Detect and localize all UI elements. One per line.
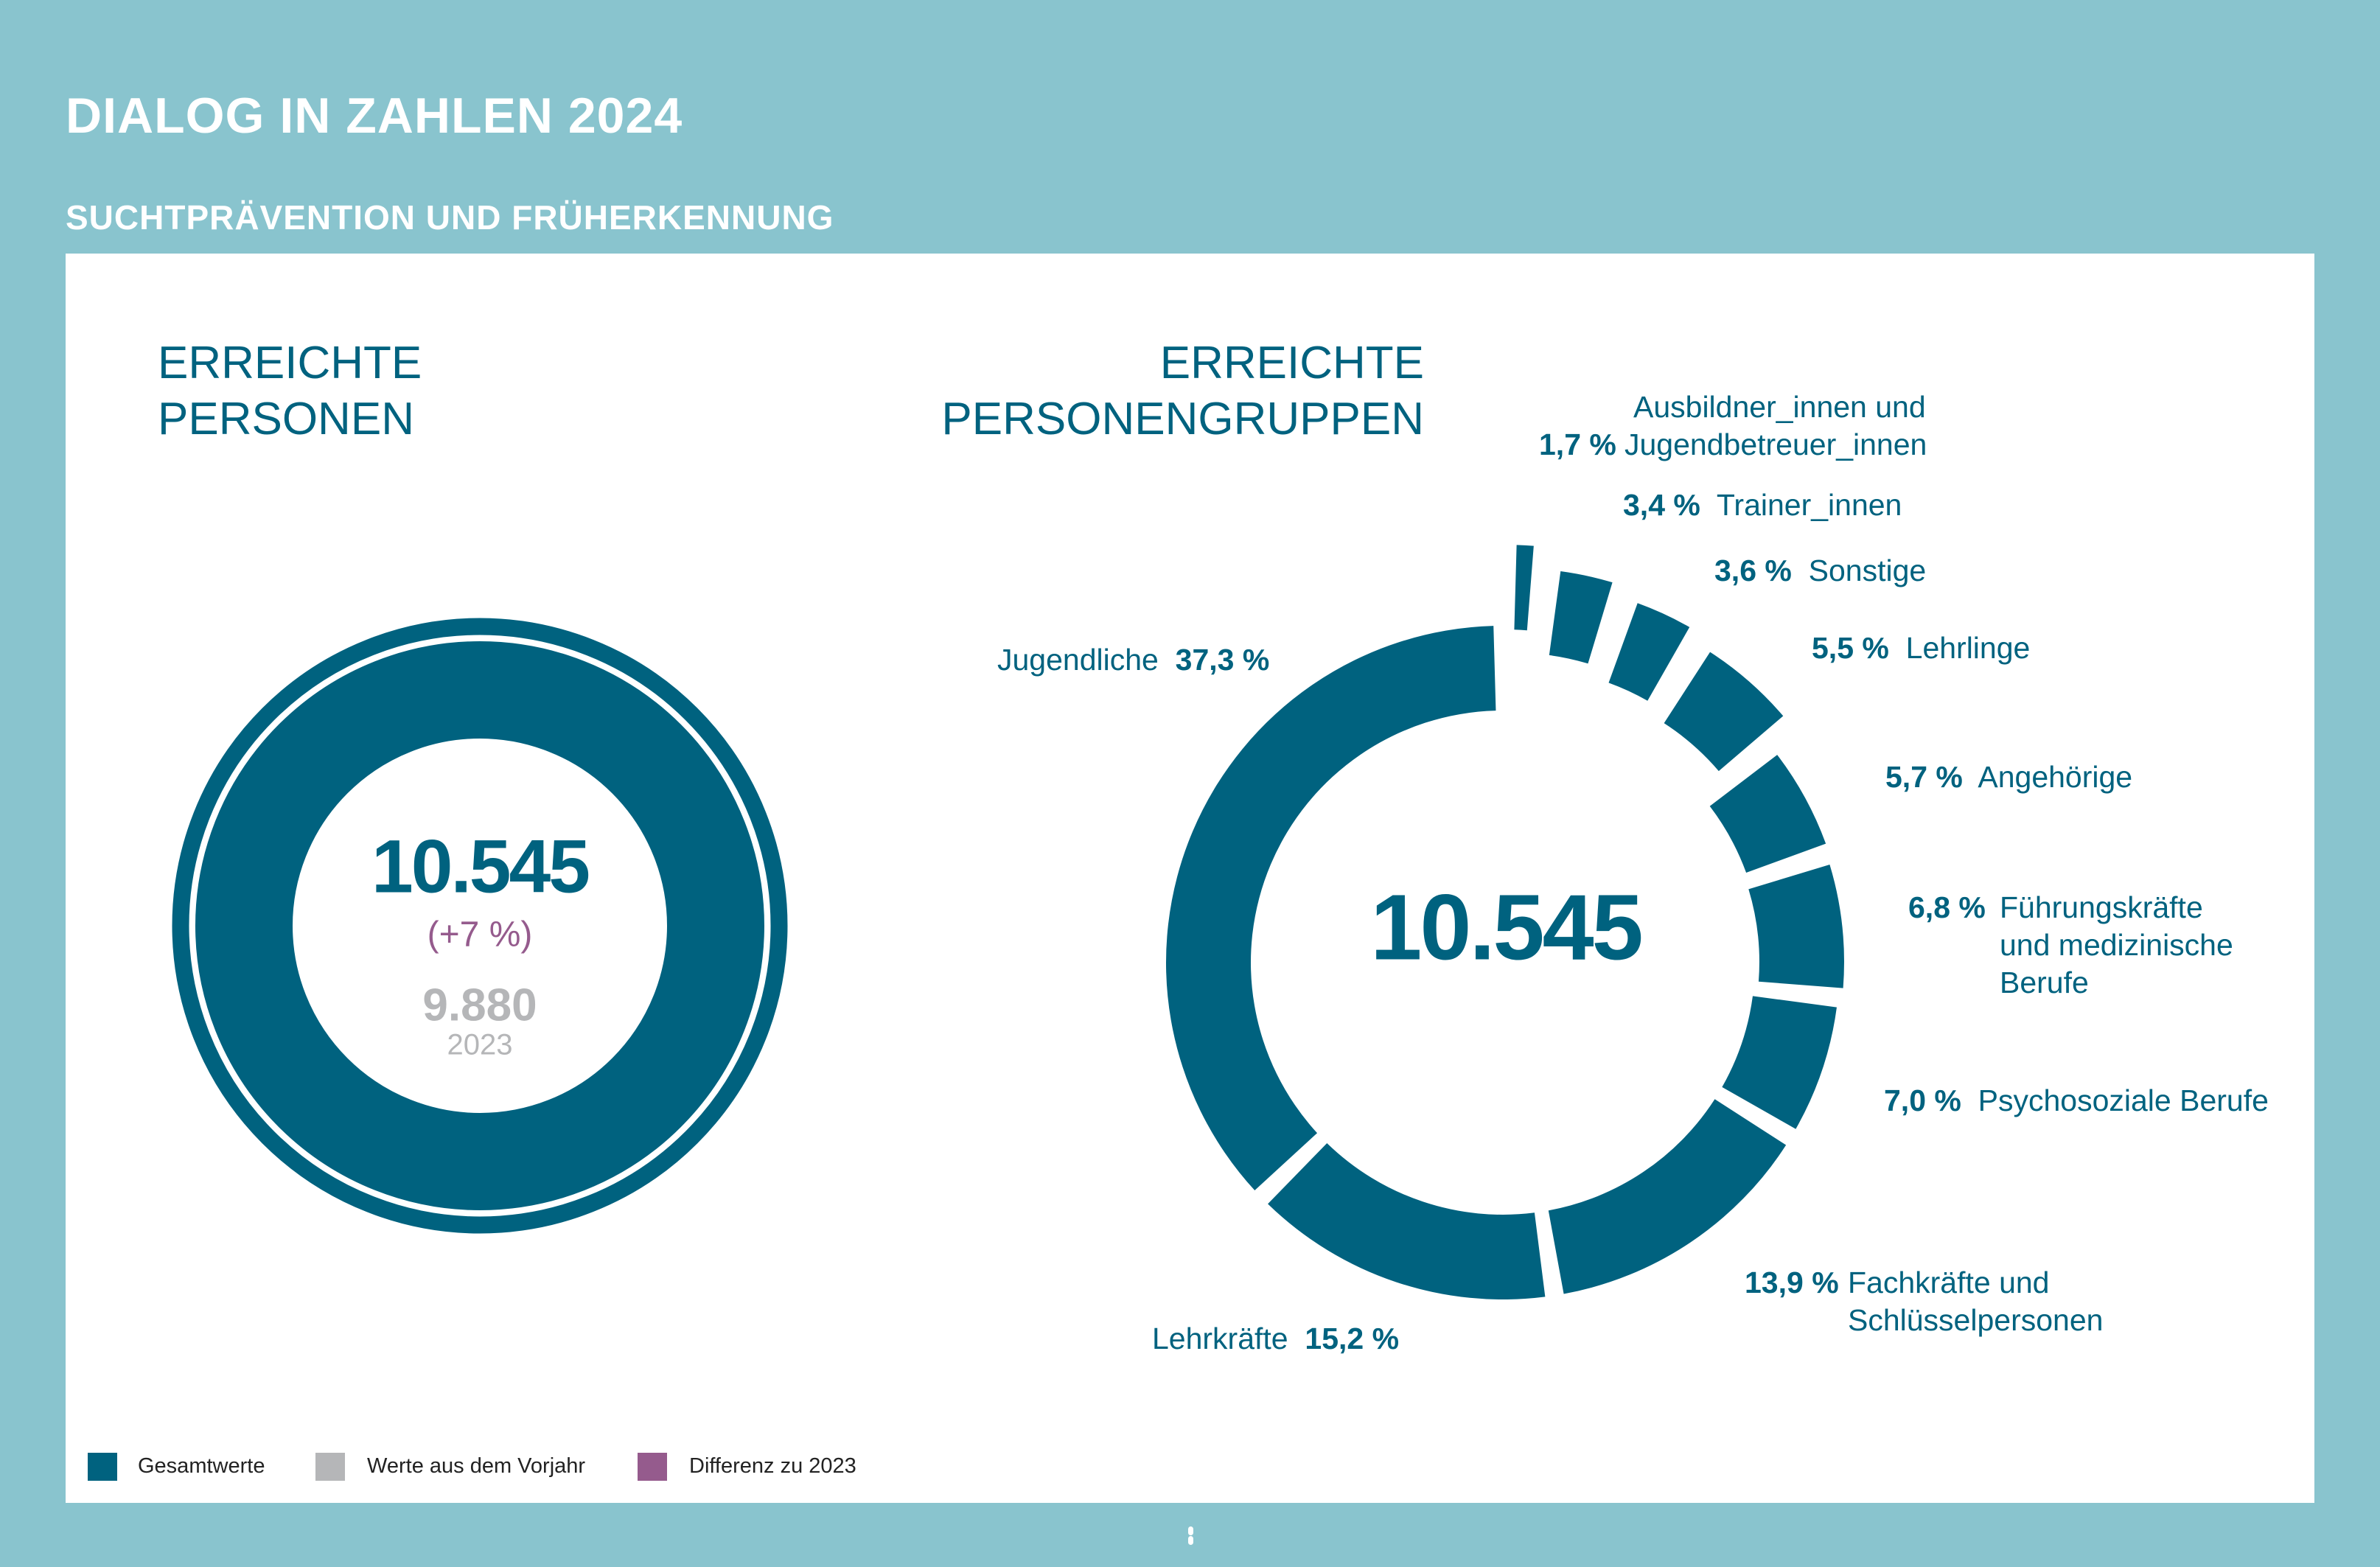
label-ausbildner-line2: Jugendbetreuer_innen [1625, 427, 1927, 461]
slice-label: Sonstige [1808, 554, 1927, 587]
slice-label: Lehrlinge [1905, 631, 2031, 665]
label-fuehrungskraefte: 6,8 % [1908, 889, 1986, 926]
slice-label: Trainer_innen [1716, 488, 1902, 522]
label-jugendliche: Jugendliche 37,3 % [997, 641, 1269, 679]
slice-label: Jugendliche [997, 643, 1159, 677]
slice-label: Schlüsselpersonen [1848, 1303, 2104, 1337]
slice-percent: 1,7 % [1539, 427, 1616, 461]
slice-percent: 3,4 % [1623, 488, 1700, 522]
donut-slice-6 [1709, 755, 1826, 873]
legend-label-total: Gesamtwerte [138, 1454, 265, 1478]
total-inner-ring [195, 641, 764, 1210]
label-lehrkraefte: Lehrkräfte 15,2 % [1152, 1320, 1399, 1358]
legend-label-difference: Differenz zu 2023 [689, 1454, 856, 1478]
right-heading-line2: PERSONENGRUPPEN [941, 394, 1424, 444]
left-heading: ERREICHTE PERSONEN [158, 335, 422, 447]
donut-slice-8 [1608, 603, 1690, 701]
slice-percent: 37,3 % [1175, 643, 1270, 677]
left-heading-line1: ERREICHTE [158, 338, 422, 388]
slice-percent: 6,8 % [1908, 890, 1986, 924]
slice-percent: 3,6 % [1714, 554, 1792, 587]
donut-slice-3 [1548, 1099, 1787, 1294]
slice-percent: 15,2 % [1305, 1322, 1400, 1355]
label-ausbildner-line1: Ausbildner_innen und [1633, 390, 1926, 424]
label-angehoerige: 5,7 % Angehörige [1885, 758, 2132, 796]
legend-label-previous: Werte aus dem Vorjahr [367, 1454, 586, 1478]
right-heading-line1: ERREICHTE [1159, 338, 1424, 388]
page-title: DIALOG IN ZAHLEN 2024 [66, 88, 683, 144]
page-dot-icon[interactable] [1188, 1526, 1193, 1535]
total-outer-ring [172, 618, 788, 1234]
label-lehrlinge: 5,5 % Lehrlinge [1812, 629, 2030, 667]
legend-swatch-difference [638, 1453, 667, 1481]
left-heading-line2: PERSONEN [158, 394, 414, 444]
label-trainer: 3,4 % Trainer_innen [1623, 486, 1902, 524]
change-value: (+7 %) [427, 915, 533, 954]
donut-slice-10 [1514, 545, 1534, 631]
slice-label: und medizinische [2000, 928, 2233, 962]
total-value: 10.545 [371, 824, 590, 909]
donut-slice-1 [1166, 626, 1496, 1191]
groups-donut [1166, 545, 1844, 1299]
previous-value: 9.880 [422, 980, 537, 1031]
donut-slice-7 [1664, 652, 1784, 772]
slice-percent: 5,5 % [1812, 631, 1889, 665]
slice-label: Angehörige [1978, 760, 2133, 794]
slice-label: Berufe [2000, 966, 2089, 999]
previous-year: 2023 [447, 1028, 513, 1061]
slice-percent: 5,7 % [1885, 760, 1963, 794]
donut-slice-4 [1722, 996, 1837, 1129]
slice-label: Lehrkräfte [1152, 1322, 1288, 1355]
donut-slice-2 [1268, 1142, 1546, 1299]
slice-label: Psychosoziale Berufe [1978, 1083, 2269, 1117]
right-heading: ERREICHTE PERSONENGRUPPEN [941, 335, 1424, 447]
label-ausbildner: 1,7 % [1539, 426, 1616, 464]
label-fachkraefte-text: Fachkräfte und Schlüsselpersonen [1848, 1264, 2103, 1339]
donut-center-value: 10.545 [1370, 875, 1643, 980]
label-psychosoziale: 7,0 % Psychosoziale Berufe [1884, 1082, 2269, 1120]
donut-slice-9 [1549, 570, 1613, 664]
page-dot-icon[interactable] [1188, 1536, 1193, 1545]
page-subtitle: SUCHTPRÄVENTION UND FRÜHERKENNUNG [66, 198, 834, 237]
slice-percent: 7,0 % [1884, 1083, 1961, 1117]
slice-label: Fachkräfte und [1848, 1266, 2050, 1299]
legend-swatch-previous [315, 1453, 345, 1481]
slice-percent: 13,9 % [1745, 1266, 1839, 1299]
label-fuehrungskraefte-text: Führungskräfte und medizinische Berufe [2000, 889, 2233, 1002]
donut-slice-5 [1748, 865, 1844, 988]
legend-swatch-total [88, 1453, 117, 1481]
label-fachkraefte: 13,9 % [1745, 1264, 1839, 1302]
label-sonstige: 3,6 % Sonstige [1714, 552, 1926, 590]
slice-label: Führungskräfte [2000, 890, 2203, 924]
